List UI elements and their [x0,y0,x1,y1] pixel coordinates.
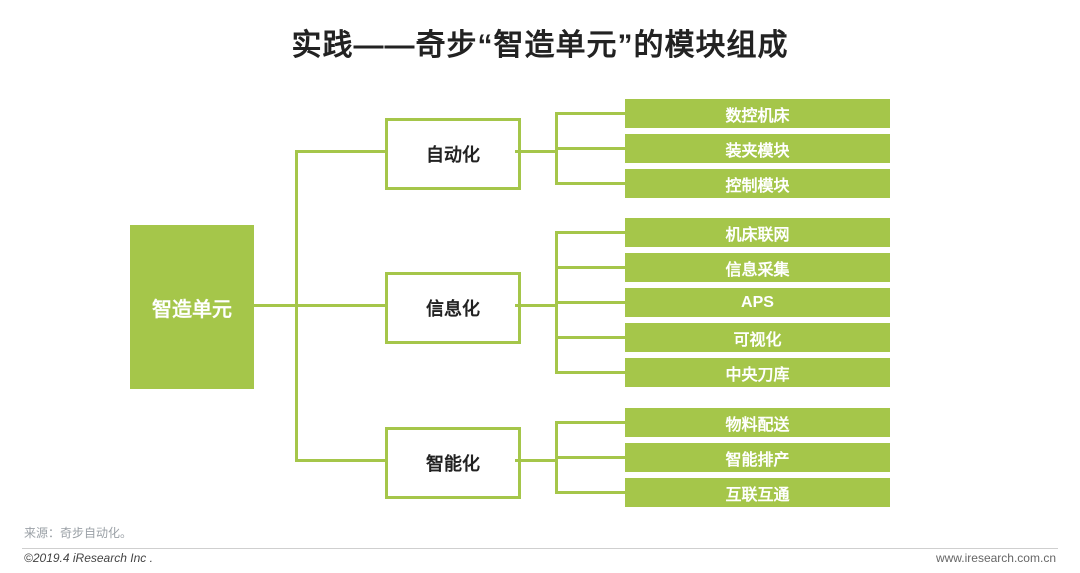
root-node: 智造单元 [130,225,254,389]
leaf-node: 控制模块 [625,169,890,198]
leaf-node: 智能排产 [625,443,890,472]
connector [555,112,558,185]
connector [555,336,625,339]
connector [555,231,625,234]
leaf-node: APS [625,288,890,317]
connector [250,304,295,307]
connector [555,112,625,115]
connector [295,459,385,462]
copyright-text: ©2019.4 iResearch Inc . [24,551,153,565]
connector [555,421,625,424]
footer: ©2019.4 iResearch Inc . www.iresearch.co… [0,547,1080,573]
connector [295,150,385,153]
leaf-node: 信息采集 [625,253,890,282]
connector [515,150,555,153]
leaf-node: 中央刀库 [625,358,890,387]
leaf-node: 机床联网 [625,218,890,247]
connector [555,182,625,185]
connector [555,147,625,150]
category-node: 自动化 [385,118,521,190]
source-note: 来源：奇步自动化。 [24,524,132,541]
leaf-node: 数控机床 [625,99,890,128]
connector [555,301,625,304]
page-title: 实践——奇步“智造单元”的模块组成 [0,20,1080,64]
connector [555,421,558,494]
connector [555,266,625,269]
leaf-node: 装夹模块 [625,134,890,163]
connector [515,304,555,307]
leaf-node: 互联互通 [625,478,890,507]
connector [555,371,625,374]
category-node: 智能化 [385,427,521,499]
connector [295,304,385,307]
connector [555,491,625,494]
leaf-node: 可视化 [625,323,890,352]
connector [515,459,555,462]
category-node: 信息化 [385,272,521,344]
website-text: www.iresearch.com.cn [936,551,1056,565]
connector [555,231,558,374]
leaf-node: 物料配送 [625,408,890,437]
connector [555,456,625,459]
